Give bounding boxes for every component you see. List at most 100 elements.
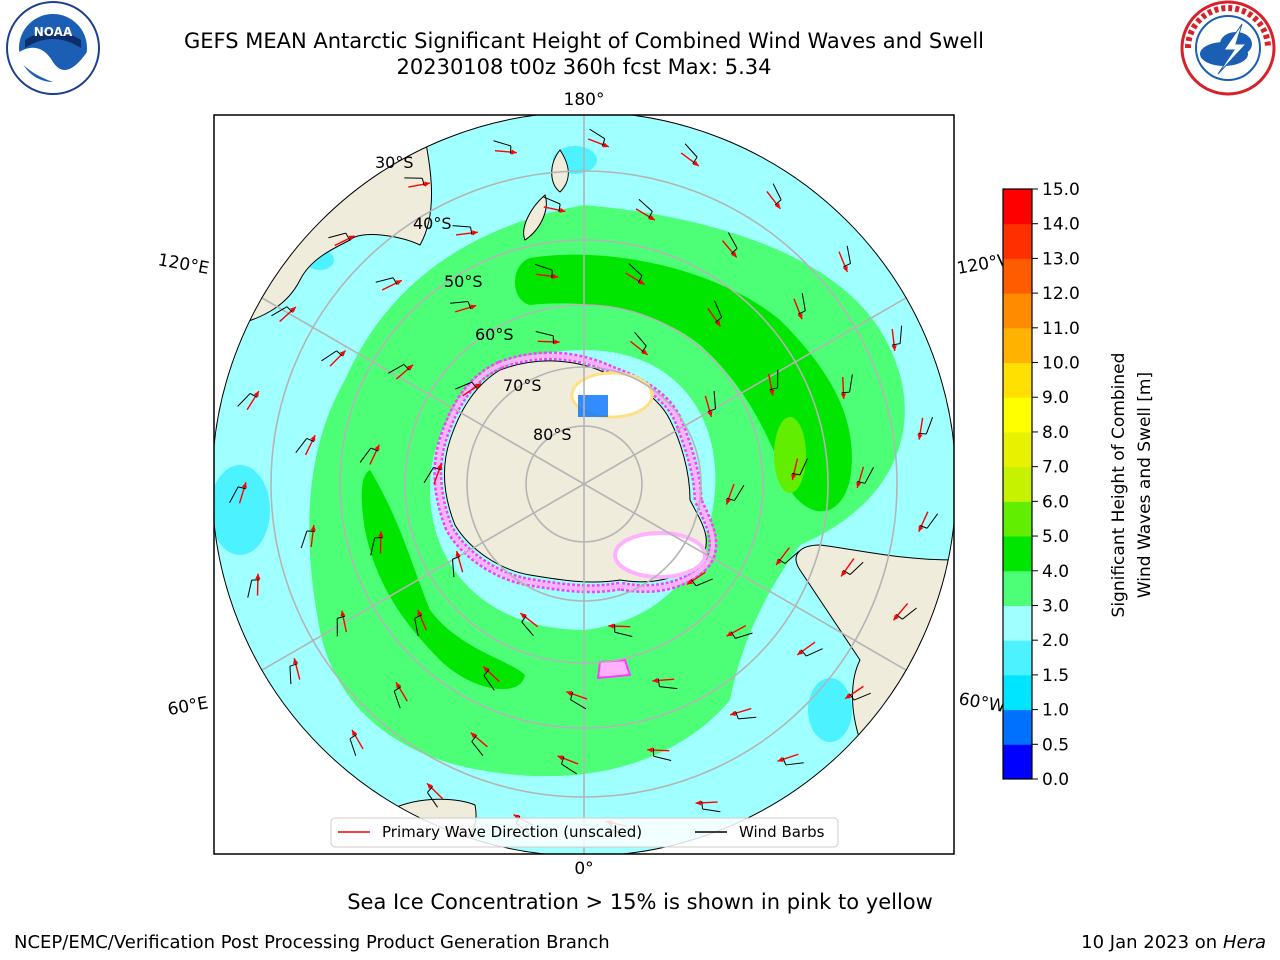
wind-barb <box>300 530 315 549</box>
lat-label-80s: 80°S <box>533 425 572 444</box>
wind-barb <box>450 301 472 310</box>
wind-barb <box>471 734 484 757</box>
wind-barb <box>684 143 698 165</box>
wave-direction-arrow <box>856 466 865 489</box>
wind-barb <box>483 669 495 691</box>
wave-direction-arrow <box>279 306 297 323</box>
lon-label-180: 180° <box>564 90 605 110</box>
lon-label-60w: 60°W <box>957 689 1007 717</box>
wave-direction-arrow <box>686 571 706 586</box>
footer-machine: Hera <box>1222 932 1266 953</box>
noaa-logo-text: NOAA <box>34 25 73 39</box>
colorbar-tick-label: 0.0 <box>1042 770 1069 790</box>
wind-barb <box>455 381 478 390</box>
colorbar-tick-label: 12.0 <box>1042 284 1080 304</box>
wind-barb <box>271 306 294 317</box>
footer-date: 10 Jan 2023 on Hera <box>1081 932 1266 953</box>
legend-wave-direction: Primary Wave Direction (unscaled) <box>382 823 642 841</box>
map-area <box>214 115 954 854</box>
wind-barb <box>404 177 425 187</box>
wind-barb <box>543 196 561 213</box>
colorbar-block <box>1003 397 1032 433</box>
wind-barb <box>370 537 383 556</box>
latitude-labels: 30°S 40°S 50°S 60°S 70°S 80°S <box>375 153 572 444</box>
wave-direction-arrow <box>844 685 864 700</box>
wind-barb <box>857 467 874 484</box>
wind-barb <box>919 513 939 529</box>
wave-direction-arrow <box>918 511 929 533</box>
wave-direction-arrow <box>470 732 488 748</box>
wave-direction-arrow <box>238 482 247 504</box>
wind-barb <box>634 331 647 353</box>
wave-direction-arrow <box>625 272 645 286</box>
colorbar-block <box>1003 570 1032 606</box>
colorbar-label-line1: Significant Height of Combined <box>1109 353 1129 618</box>
wave-direction-arrow <box>433 463 443 485</box>
wind-barb <box>800 648 823 657</box>
wind-barb <box>628 263 643 284</box>
wave-direction-arrow <box>304 434 316 456</box>
noaa-logo-icon: NOAA <box>6 1 100 95</box>
wind-barb <box>841 374 853 394</box>
wave-direction-arrow <box>775 547 790 566</box>
colorbar-tick-label: 11.0 <box>1042 319 1080 339</box>
colorbar-block <box>1003 674 1032 711</box>
wind-barb <box>521 615 534 637</box>
wind-barb <box>359 447 379 463</box>
lat-label-60s: 60°S <box>475 325 514 344</box>
wind-barb <box>690 578 713 587</box>
wind-barb <box>237 393 258 407</box>
wave-direction-arrow <box>395 364 414 380</box>
wave-direction-arrow <box>329 350 347 367</box>
wind-barb <box>707 390 716 413</box>
wave-direction-arrow <box>892 603 909 621</box>
wave-direction-arrow <box>293 658 301 680</box>
wind-barb <box>735 711 757 720</box>
wave-direction-arrow <box>917 417 924 440</box>
wave-direction-arrow <box>608 623 631 629</box>
wind-barb <box>452 225 473 235</box>
colorbar-tick-label: 6.0 <box>1042 492 1069 512</box>
wave-direction-arrow <box>351 729 364 750</box>
wave-direction-arrow <box>587 138 610 148</box>
wave-direction-arrow <box>455 550 464 573</box>
wave-direction-arrow <box>791 458 799 481</box>
wind-barb <box>778 551 799 564</box>
wind-barb <box>535 263 553 279</box>
colorbar-block <box>1003 223 1032 259</box>
colorbar-block <box>1003 431 1032 468</box>
wind-barb <box>535 331 554 344</box>
wave-direction-arrow <box>777 753 799 762</box>
wind-barb <box>842 561 864 576</box>
wave-direction-arrow <box>566 691 588 700</box>
nws-logo-icon <box>1180 0 1276 96</box>
wave-direction-arrow <box>369 444 380 465</box>
wind-barb <box>570 691 587 710</box>
wind-barb <box>772 183 782 206</box>
wave-direction-arrow <box>494 149 517 155</box>
wind-barb <box>387 364 410 374</box>
colorbar-block <box>1003 536 1032 572</box>
wave-height-4m-band <box>515 254 852 512</box>
wind-barb <box>714 300 723 323</box>
wave-direction-arrow <box>454 304 477 313</box>
colorbar: 0.0 0.5 1.0 1.5 2.0 3.0 4.0 5.0 6.0 7.0 8.0 9.0 10.0… <box>1002 180 1155 790</box>
wave-direction-arrow <box>796 641 816 656</box>
wave-direction-arrow <box>793 298 803 320</box>
colorbar-tick-label: 0.5 <box>1042 735 1069 755</box>
wave-direction-arrow <box>408 181 431 188</box>
wind-barb <box>336 615 346 637</box>
wave-direction-arrow <box>695 800 718 806</box>
lon-label-120e: 120°E <box>156 250 210 279</box>
wave-direction-arrow <box>680 152 700 167</box>
wave-direction-arrow <box>455 230 478 236</box>
wave-direction-arrow <box>726 624 747 637</box>
wave-direction-arrow <box>378 531 384 554</box>
lat-label-50s: 50°S <box>444 272 483 291</box>
colorbar-block <box>1003 466 1032 502</box>
colorbar-frame <box>1002 188 1033 780</box>
colorbar-block <box>1003 258 1032 294</box>
wave-direction-arrow <box>334 235 355 247</box>
colorbar-ticks: 0.0 0.5 1.0 1.5 2.0 3.0 4.0 5.0 6.0 7.0 8.0 9.0 10.0… <box>1032 180 1080 790</box>
wave-direction-arrow <box>395 681 408 702</box>
